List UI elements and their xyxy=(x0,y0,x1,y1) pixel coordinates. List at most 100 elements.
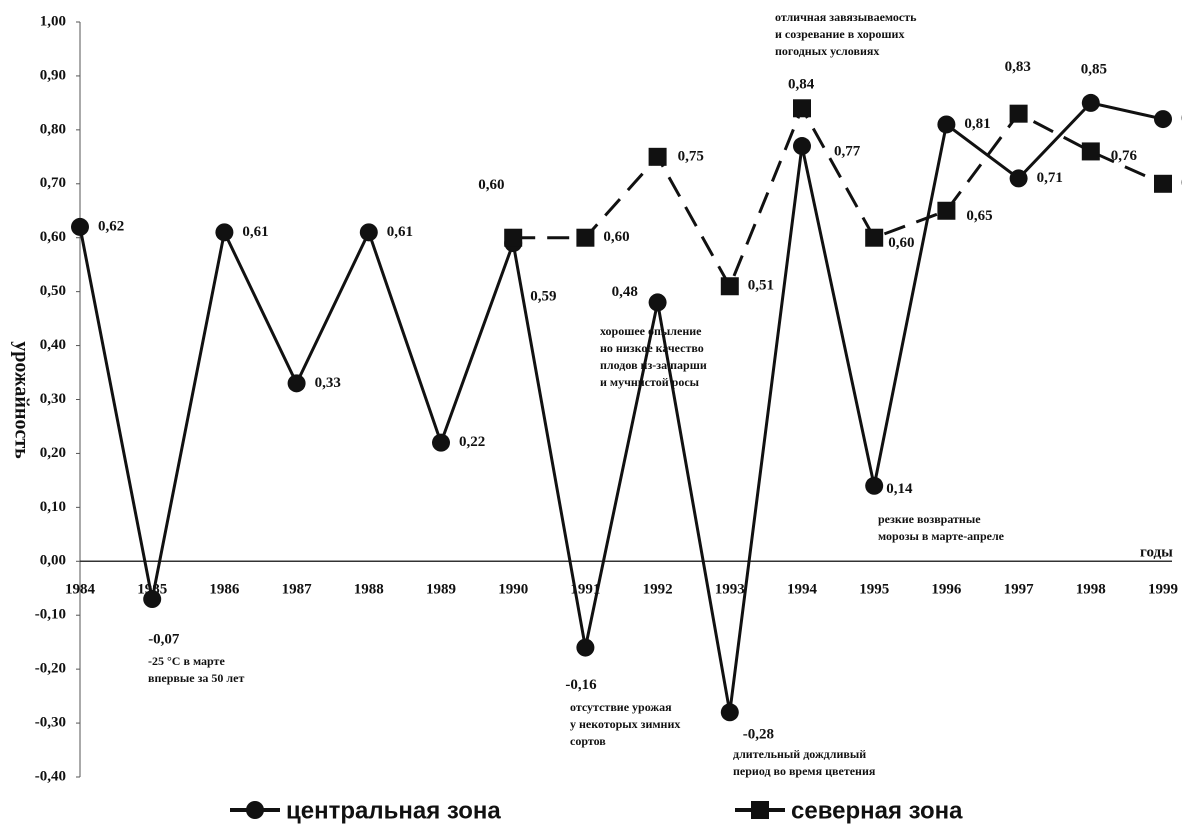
y-tick-label: 0,60 xyxy=(40,229,66,245)
value-label: 0,77 xyxy=(834,143,861,159)
annotation: длительный дождливый xyxy=(733,747,866,761)
annotation: -25 °C в марте xyxy=(148,654,225,668)
value-label: -0,16 xyxy=(565,677,597,693)
y-tick-label: 0,70 xyxy=(40,175,66,191)
x-tick-label: 1988 xyxy=(354,582,384,598)
point xyxy=(720,703,739,722)
y-tick-label: 0,20 xyxy=(40,445,66,461)
y-tick-label: 1,00 xyxy=(40,13,66,29)
value-label: 0,60 xyxy=(478,177,504,193)
x-tick-label: 1998 xyxy=(1076,582,1106,598)
annotation: погодных условиях xyxy=(775,44,879,58)
x-tick-label: 1984 xyxy=(65,582,96,598)
value-label: 0,83 xyxy=(1005,59,1031,75)
value-label: 0,14 xyxy=(886,481,913,497)
point xyxy=(432,433,450,452)
legend-marker xyxy=(751,801,769,819)
series-line xyxy=(78,101,1164,713)
point xyxy=(937,201,956,220)
point xyxy=(359,223,378,242)
legend-label: центральная зона xyxy=(286,797,501,824)
point xyxy=(1009,169,1028,188)
y-tick-label: 0,50 xyxy=(40,283,66,299)
point xyxy=(648,147,667,166)
annotation: но низкое качество xyxy=(600,341,704,355)
value-label: 0,60 xyxy=(888,235,914,251)
value-label: 0,76 xyxy=(1111,148,1138,164)
y-tick-label: 0,90 xyxy=(40,67,66,83)
point xyxy=(1081,142,1100,161)
annotation: хорошее опыление xyxy=(600,324,702,338)
point xyxy=(287,374,306,393)
y-axis-label: урожайность xyxy=(10,341,32,459)
point xyxy=(1154,110,1172,129)
x-tick-label: 1986 xyxy=(209,582,240,598)
point xyxy=(937,115,956,134)
y-tick-label: -0,30 xyxy=(35,715,66,731)
x-tick-label: 1997 xyxy=(1004,582,1035,598)
x-tick-label: 1987 xyxy=(282,582,313,598)
x-tick-label: 1990 xyxy=(498,582,528,598)
value-label: -0,28 xyxy=(743,727,774,743)
y-tick-label: 0,10 xyxy=(40,499,66,515)
point xyxy=(1081,93,1100,112)
point xyxy=(143,590,162,609)
y-tick-label: 0,80 xyxy=(40,121,66,137)
series-line xyxy=(513,104,1164,290)
y-tick-label: 0,00 xyxy=(40,553,66,569)
x-tick-label: 1994 xyxy=(787,582,818,598)
annotation: сортов xyxy=(570,734,606,748)
point xyxy=(576,228,595,247)
annotation: период во время цветения xyxy=(733,764,876,778)
legend-label: северная зона xyxy=(791,797,963,824)
value-label: 0,71 xyxy=(1037,170,1063,186)
annotation: у некоторых зимних xyxy=(570,717,680,731)
value-label: 0,48 xyxy=(612,284,638,300)
value-label: 0,75 xyxy=(678,148,704,164)
y-tick-label: 0,30 xyxy=(40,391,66,407)
point xyxy=(71,217,89,236)
x-tick-label: 1985 xyxy=(137,582,167,598)
annotation: и созревание в хороших xyxy=(775,27,904,41)
annotation: резкие возвратные xyxy=(878,512,981,526)
annotation: плодов из-за парши xyxy=(600,358,707,372)
annotation: отсутствие урожая xyxy=(570,700,672,714)
value-label: 0,59 xyxy=(530,289,556,305)
point xyxy=(720,277,739,296)
x-tick-label: 1992 xyxy=(643,582,673,598)
point xyxy=(648,293,667,312)
value-label: 0,61 xyxy=(242,224,268,240)
value-label: 0,85 xyxy=(1081,61,1107,77)
y-tick-label: -0,10 xyxy=(35,607,66,623)
point xyxy=(1154,174,1172,193)
point xyxy=(793,99,811,118)
point xyxy=(865,476,884,495)
x-axis-label: годы xyxy=(1140,544,1173,560)
value-label: 0,51 xyxy=(748,278,774,294)
value-label: 0,60 xyxy=(603,229,629,245)
annotation: отличная завязываемость xyxy=(775,10,917,24)
y-tick-label: -0,40 xyxy=(35,768,66,784)
point xyxy=(793,137,811,156)
x-tick-label: 1993 xyxy=(715,582,745,598)
x-tick-label: 1996 xyxy=(931,582,962,598)
point xyxy=(1009,104,1028,123)
value-label: 0,33 xyxy=(315,375,341,391)
point xyxy=(215,223,234,242)
value-label: 0,61 xyxy=(387,224,413,240)
point xyxy=(504,228,523,247)
annotation: морозы в марте-апреле xyxy=(878,529,1005,543)
x-tick-label: 1995 xyxy=(859,582,889,598)
value-label: 0,81 xyxy=(964,116,990,132)
x-tick-label: 1991 xyxy=(570,582,600,598)
value-label: 0,84 xyxy=(788,77,815,93)
x-tick-label: 1999 xyxy=(1148,582,1178,598)
value-label: 0,65 xyxy=(966,208,992,224)
value-label: 0,62 xyxy=(98,218,124,234)
value-label: 0,22 xyxy=(459,434,485,450)
y-tick-label: -0,20 xyxy=(35,661,66,677)
point xyxy=(576,638,595,657)
annotation: и мучнистой росы xyxy=(600,375,700,389)
legend-marker xyxy=(246,801,264,819)
